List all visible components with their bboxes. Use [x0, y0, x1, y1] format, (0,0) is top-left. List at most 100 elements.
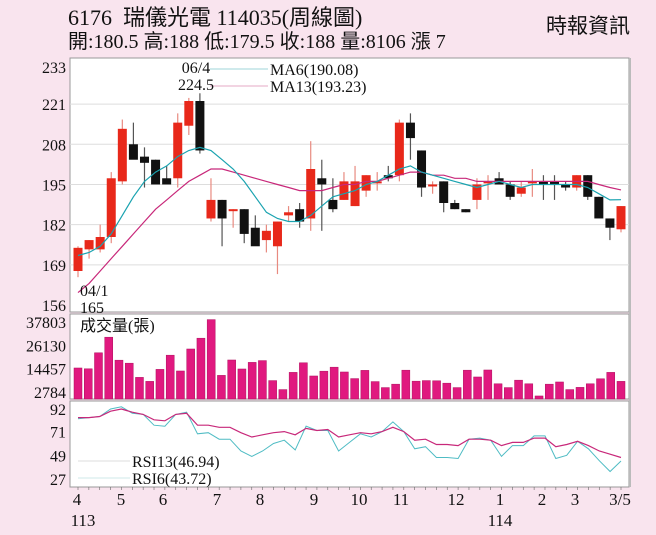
x-axis-label: 7	[213, 490, 222, 509]
ma13-line	[77, 168, 622, 294]
candle-down	[317, 178, 327, 185]
volume-bar	[483, 369, 493, 400]
rsi-axis-label: 27	[50, 472, 66, 489]
candle-down	[417, 150, 427, 188]
candle-up	[173, 122, 183, 179]
candle-up	[372, 181, 382, 184]
brand-logo-text: 時報資訊	[546, 14, 630, 38]
rsi-axis-label: 49	[50, 448, 66, 465]
volume-bar	[145, 381, 154, 400]
candle-up	[106, 178, 116, 237]
volume-bar	[258, 360, 267, 400]
volume-bar	[114, 359, 124, 400]
x-axis-label: 2	[538, 490, 547, 509]
volume-axis-label: 37803	[26, 315, 66, 332]
x-axis-label: 8	[256, 490, 265, 509]
volume-bar	[422, 380, 431, 400]
x-axis-year-label: 114	[488, 511, 513, 530]
volume-bar	[288, 372, 298, 400]
price-axis-label: 208	[42, 137, 66, 154]
price-axis-label: 182	[42, 218, 66, 235]
date-code: 114035	[216, 5, 282, 30]
volume-bar	[299, 362, 308, 400]
x-axis-label: 6	[159, 490, 168, 509]
rsi-axis-label: 71	[50, 425, 66, 442]
candle-down	[250, 227, 260, 247]
candle-up	[95, 237, 105, 250]
volume-bar	[268, 380, 277, 400]
volume-bar	[319, 370, 329, 400]
candle-down	[239, 209, 249, 234]
ohlc-summary: 開:180.5 高:188 低:179.5 收:188 量:8106 漲 7	[68, 31, 446, 53]
chart-type: (周線圖)	[281, 5, 363, 30]
candle-down	[550, 181, 560, 185]
volume-bar	[94, 352, 103, 400]
volume-bar	[545, 383, 554, 400]
price-axis-label: 233	[42, 60, 66, 77]
volume-bar	[575, 387, 585, 400]
stock-name: 瑞儀光電	[123, 5, 212, 30]
candle-up	[261, 230, 271, 241]
candle-up	[483, 181, 493, 184]
candle-up	[361, 175, 371, 191]
volume-bar	[206, 319, 216, 400]
volume-bar	[124, 362, 134, 400]
rsi-axis-label: 92	[50, 402, 66, 419]
volume-bar	[370, 381, 380, 400]
high-date-label: 06/4	[182, 60, 210, 77]
volume-bar	[565, 389, 575, 400]
volume-bar	[596, 378, 605, 400]
candle-down	[128, 144, 138, 160]
candle-up	[184, 101, 194, 126]
ma6-legend: MA6(190.08)	[270, 62, 358, 79]
candle-up	[228, 209, 238, 212]
candle-down	[450, 203, 460, 210]
candle-down	[328, 199, 338, 210]
volume-bar	[135, 377, 144, 400]
volume-bar	[329, 366, 339, 400]
candle-down	[139, 156, 149, 163]
candle-up	[616, 206, 626, 230]
volume-bar	[360, 370, 370, 400]
candle-up	[428, 184, 438, 187]
x-axis-label: 3/5	[609, 490, 631, 509]
candle-down	[217, 199, 227, 219]
candle-up	[472, 184, 482, 200]
volume-axis-label: 14457	[26, 362, 66, 379]
x-axis-label: 10	[351, 490, 368, 509]
ma6-line	[77, 146, 622, 257]
candle-down	[605, 218, 615, 228]
x-axis-label: 4	[73, 490, 82, 509]
candle-down	[195, 101, 205, 151]
volume-bar	[309, 375, 318, 400]
volume-bar	[606, 372, 616, 400]
volume-bar	[247, 362, 257, 400]
price-axis-label: 169	[42, 258, 66, 275]
volume-bar	[586, 383, 595, 400]
candle-down	[383, 175, 393, 179]
volume-bar	[227, 359, 236, 400]
volume-title: 成交量(張)	[80, 317, 155, 335]
x-axis-label: 3	[571, 490, 580, 509]
candle-down	[505, 184, 515, 197]
candle-down	[583, 175, 593, 197]
rsi6-legend: RSI6(43.72)	[132, 471, 212, 488]
volume-bar	[514, 379, 523, 400]
ma13-legend: MA13(193.23)	[270, 79, 366, 96]
candle-up	[84, 240, 94, 250]
candle-down	[405, 122, 415, 139]
volume-axis-label: 2784	[34, 385, 66, 402]
candle-up	[394, 122, 404, 176]
volume-bar	[340, 371, 349, 400]
stock-code: 6176	[68, 5, 112, 30]
volume-bar	[555, 381, 564, 400]
volume-bar	[473, 376, 482, 400]
low-date-label: 04/1	[80, 283, 108, 300]
volume-bar	[493, 383, 503, 400]
x-axis-label: 1	[496, 490, 505, 509]
candle-down	[594, 196, 604, 219]
candle-down	[461, 209, 471, 213]
volume-bar	[104, 336, 113, 400]
price-axis-label: 195	[42, 177, 66, 194]
